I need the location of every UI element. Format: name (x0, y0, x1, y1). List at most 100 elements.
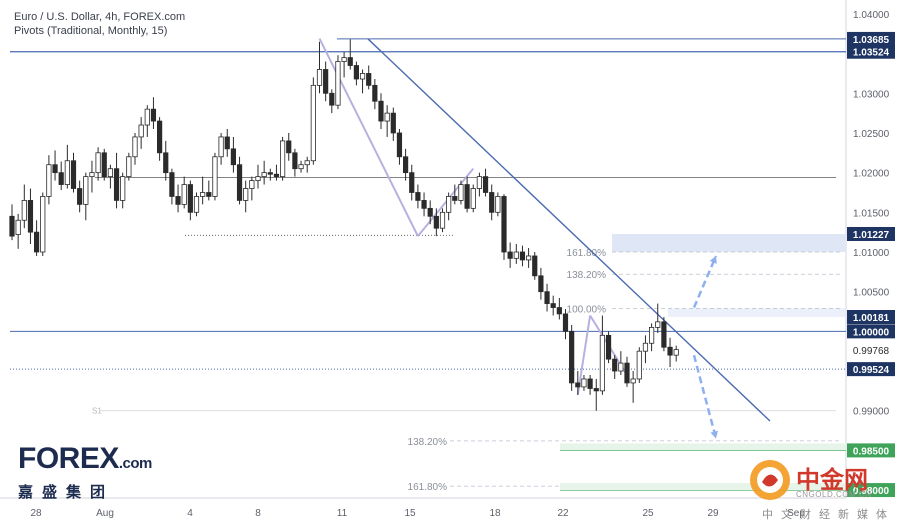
candle (446, 192, 452, 221)
x-tick-label: 29 (707, 508, 719, 519)
candle (206, 180, 212, 201)
indicator-label: Pivots (Traditional, Monthly, 15) (14, 25, 168, 37)
price-label: 0.99524 (847, 362, 895, 377)
watermark-url: CNGOLD.COM.CN (796, 490, 872, 499)
watermark-title: 中金网 (796, 466, 868, 494)
x-tick-label: 18 (489, 508, 501, 519)
watermark-subtitle: 中文财经新媒体 (762, 508, 895, 521)
candle (46, 155, 52, 205)
candle (169, 168, 175, 205)
candle (618, 351, 624, 375)
candle (439, 208, 446, 233)
y-tick-label: 1.02000 (853, 169, 890, 180)
candle (550, 295, 556, 316)
candle (95, 147, 101, 181)
candle (538, 267, 544, 300)
y-tick-label: 1.02500 (853, 129, 890, 140)
candle (519, 245, 526, 267)
candle (476, 172, 483, 197)
candle (433, 208, 439, 237)
candle (113, 152, 120, 209)
candle (359, 69, 366, 94)
candle (458, 180, 464, 205)
candle (230, 136, 236, 173)
candle (427, 200, 433, 225)
price-label: 0.98000 (847, 483, 895, 498)
candle (587, 375, 593, 395)
forex-logo: FOREX.com 嘉盛集团 (18, 444, 152, 502)
candle (267, 168, 273, 181)
price-label-text: 1.03524 (853, 48, 890, 59)
candle (556, 298, 562, 320)
candle (593, 378, 599, 411)
candle (156, 117, 163, 161)
candle (138, 117, 144, 149)
x-tick-label: Sep (787, 508, 805, 519)
candle (132, 132, 138, 165)
logo-suffix: .com (118, 455, 153, 472)
candle (421, 192, 427, 217)
candle (77, 180, 83, 213)
logo-brand: FOREX (18, 442, 119, 475)
x-tick-label: 11 (337, 508, 348, 519)
candle (175, 184, 181, 213)
scenario-arrow-up (692, 255, 718, 309)
target-zone (668, 308, 846, 317)
x-tick-label: 25 (642, 508, 654, 519)
fib-level-label: 161.80% (567, 248, 607, 259)
candle (655, 303, 661, 333)
candle (599, 315, 606, 395)
candle (224, 129, 230, 157)
cngold-watermark: 中金网 CNGOLD.COM.CN 中文财经新媒体 (748, 458, 898, 524)
y-tick-label: 1.01500 (853, 208, 890, 219)
candle (15, 213, 21, 249)
x-tick-label: 8 (255, 508, 261, 519)
candles (9, 39, 679, 411)
y-tick-label: 0.99000 (853, 407, 890, 418)
candle (605, 331, 612, 364)
candle (544, 283, 550, 312)
candle (612, 355, 618, 379)
candle (126, 152, 132, 181)
candle (501, 194, 507, 260)
candle (34, 220, 40, 256)
candle (384, 105, 390, 137)
candle (304, 156, 310, 173)
fib-level-label: 138.20% (408, 437, 448, 448)
candle (569, 325, 575, 391)
price-label: 1.03524 (847, 44, 895, 59)
price-label-text: 1.00181 (853, 313, 890, 324)
candle (181, 176, 187, 209)
candle (636, 347, 642, 383)
candle (58, 161, 64, 191)
candle (107, 164, 113, 189)
price-label-text: 0.98000 (853, 486, 890, 497)
candle (193, 192, 200, 217)
price-label: 1.00000 (847, 324, 895, 339)
candle (255, 164, 261, 189)
price-label: 1.01227 (847, 226, 895, 241)
pivot-label: S1 (92, 407, 102, 416)
candle (372, 79, 378, 110)
candle (89, 160, 95, 193)
price-label: 1.00181 (847, 309, 895, 324)
swing-line (417, 168, 475, 237)
candle (661, 317, 667, 352)
support-zone (560, 443, 846, 451)
candle (495, 192, 501, 217)
fib-level-label: 161.80% (408, 482, 448, 493)
price-label-text: 1.01227 (853, 230, 890, 241)
x-tick-label: 15 (404, 508, 416, 519)
candle (150, 97, 157, 129)
candle (526, 248, 532, 268)
candle (673, 345, 679, 362)
candle (310, 77, 316, 165)
x-tick-label: 4 (187, 508, 193, 519)
candle (27, 188, 34, 245)
y-tick-label: 1.03000 (853, 89, 890, 100)
candle (366, 65, 372, 90)
candle (642, 335, 649, 364)
candle (396, 129, 403, 165)
candle (513, 244, 519, 264)
